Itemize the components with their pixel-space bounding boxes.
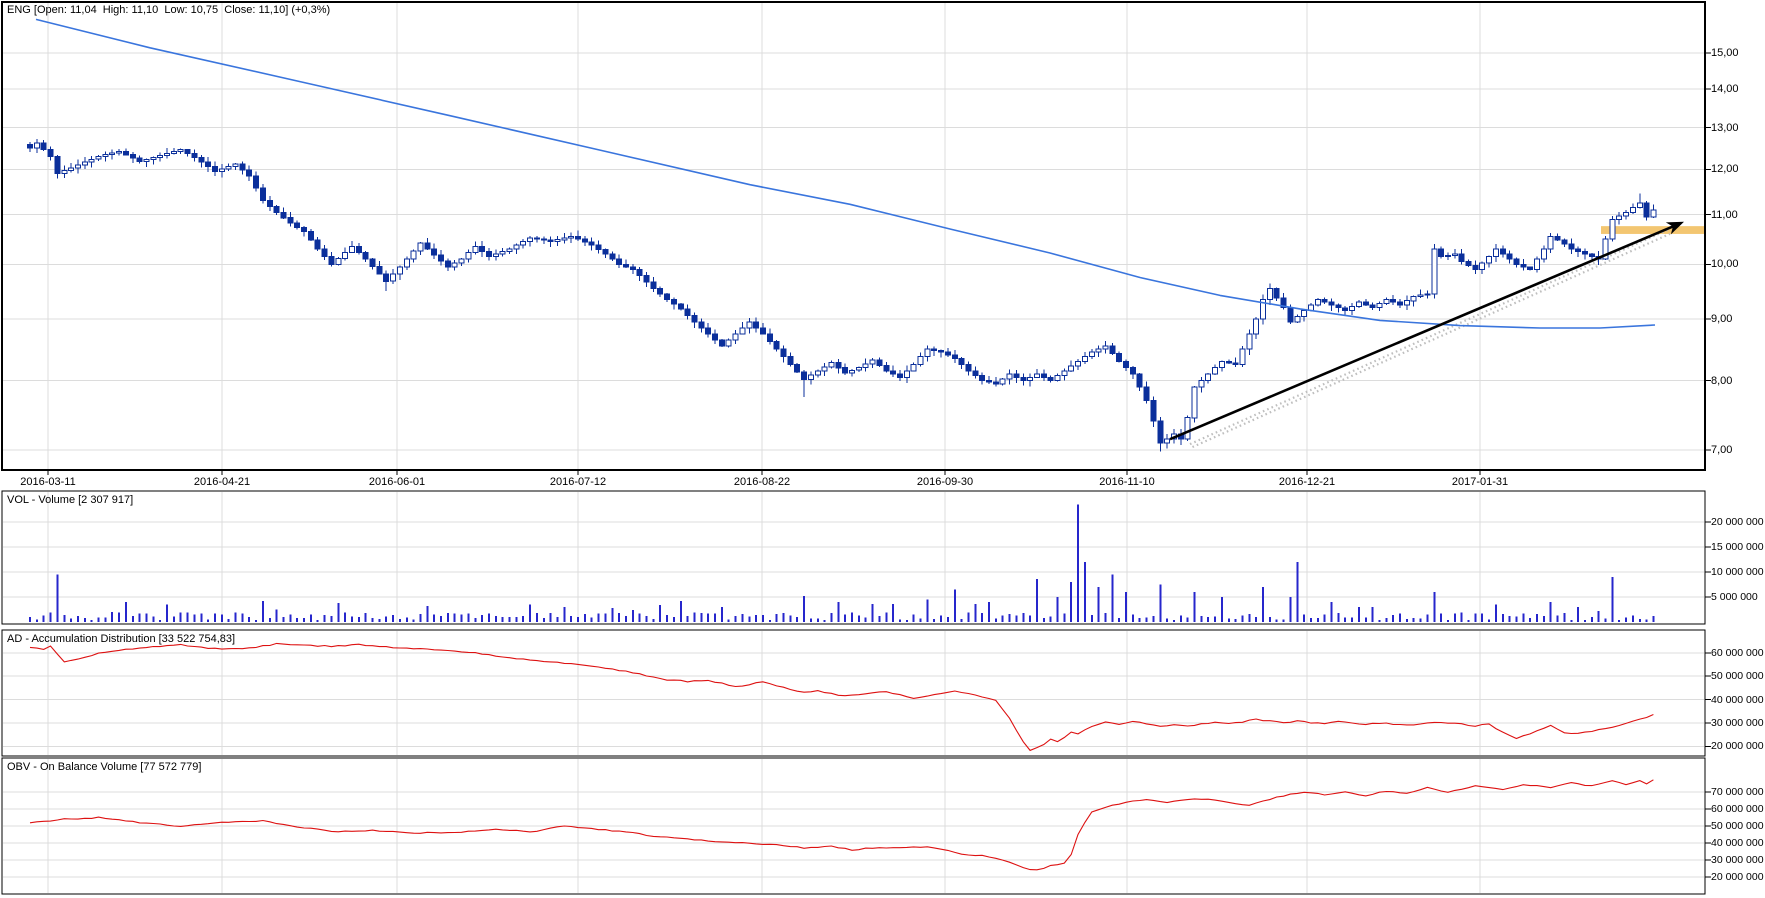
price-tick-label: 7,00 (1711, 444, 1733, 457)
ad-tick-label: 60 000 000 (1711, 646, 1764, 659)
ad-tick-label: 30 000 000 (1711, 717, 1764, 729)
price-tick-label: 8,00 (1711, 374, 1733, 387)
obv-panel-header: OBV - On Balance Volume [77 572 779] (7, 761, 202, 773)
date-tick-label: 2016-03-11 (20, 476, 76, 488)
ad-line (29, 642, 1654, 752)
price-tick-label: 11,00 (1711, 208, 1738, 221)
date-tick-label: 2016-11-10 (1099, 476, 1155, 488)
obv-tick-label: 40 000 000 (1711, 837, 1764, 849)
gridlines (3, 3, 1704, 893)
volume-bars (29, 504, 1655, 622)
volume-tick-label: 15 000 000 (1711, 541, 1764, 553)
volume-panel-header: VOL - Volume [2 307 917] (7, 494, 134, 506)
price-tick-label: 12,00 (1711, 163, 1739, 176)
date-tick-label: 2016-06-01 (368, 476, 426, 488)
ad-tick-label: 20 000 000 (1711, 740, 1764, 753)
date-tick-label: 2016-08-22 (733, 476, 791, 488)
ad-plot-area[interactable] (2, 630, 1705, 756)
date-tick-label: 2016-09-30 (916, 476, 974, 488)
resistance-band (1601, 226, 1705, 234)
obv-tick-label: 30 000 000 (1711, 854, 1764, 866)
price-tick-label: 13,00 (1711, 121, 1739, 134)
date-tick-label: 2016-12-21 (1278, 476, 1336, 488)
obv-tick-label: 60 000 000 (1711, 803, 1764, 815)
volume-tick-label: 20 000 000 (1711, 516, 1764, 528)
date-tick-label: 2016-04-21 (193, 476, 251, 488)
obv-tick-label: 50 000 000 (1711, 820, 1764, 832)
volume-tick-label: 10 000 000 (1711, 566, 1764, 578)
obv-tick-label: 20 000 000 (1711, 871, 1764, 883)
price-tick-label: 10,00 (1711, 258, 1739, 271)
price-tick-label: 15,00 (1711, 47, 1739, 59)
main-plot-area[interactable] (2, 2, 1705, 470)
ad-tick-label: 40 000 000 (1711, 693, 1764, 706)
price-tick-label: 9,00 (1711, 313, 1733, 326)
obv-line (29, 779, 1654, 871)
obv-plot-area[interactable] (2, 758, 1705, 894)
ad-panel-header: AD - Accumulation Distribution [33 522 7… (7, 633, 236, 645)
date-tick-label: 2017-01-31 (1451, 476, 1509, 488)
axis-ticks (47, 52, 1711, 878)
trend-arrow (1169, 221, 1684, 441)
candlesticks (27, 138, 1657, 452)
obv-tick-label: 70 000 000 (1711, 786, 1764, 798)
trend-arrow-shadow (1189, 227, 1671, 450)
date-tick-label: 2016-07-12 (549, 476, 607, 488)
volume-plot-area[interactable] (2, 491, 1705, 624)
price-tick-label: 14,00 (1711, 82, 1739, 95)
ad-tick-label: 50 000 000 (1711, 670, 1764, 683)
main-panel-header: ENG [Open: 11,04 High: 11,10 Low: 10,75 … (7, 4, 331, 16)
volume-tick-label: 5 000 000 (1711, 591, 1758, 603)
ma-line (35, 18, 1656, 329)
